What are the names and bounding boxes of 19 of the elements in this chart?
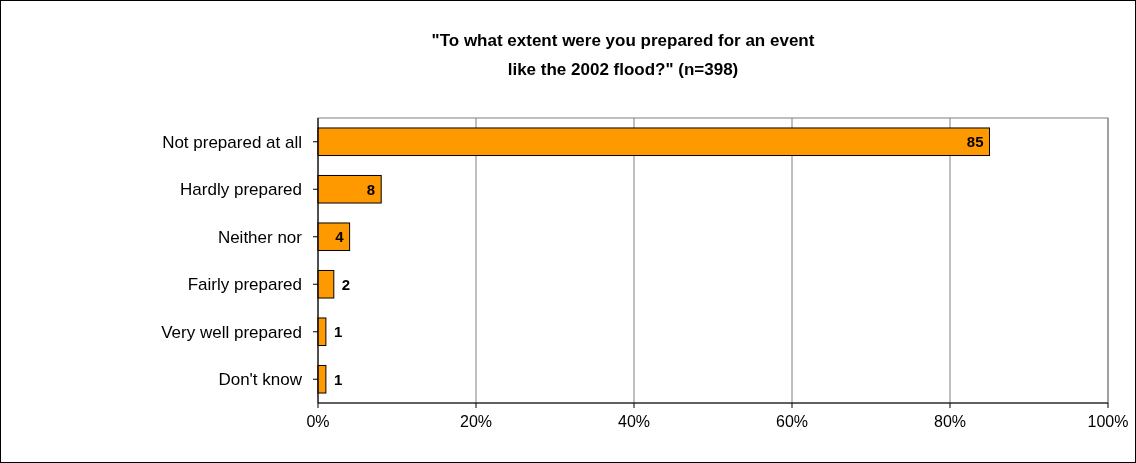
x-tick-label: 0%	[306, 413, 330, 430]
data-label: 85	[966, 133, 984, 150]
x-tick-label: 60%	[775, 413, 809, 430]
data-label: 1	[333, 370, 343, 388]
y-tick-label: Hardly prepared	[180, 180, 302, 200]
data-label: 4	[335, 228, 345, 245]
y-tick-label: Don't know	[218, 370, 303, 390]
data-label: 1	[333, 323, 343, 340]
x-tick-label: 100%	[1087, 413, 1129, 430]
y-tick-label: Fairly prepared	[187, 275, 302, 295]
y-tick-label: Neither nor	[217, 227, 303, 247]
data-label: 8	[366, 180, 376, 198]
x-tick-label: 20%	[459, 413, 493, 430]
y-tick-label: Not prepared at all	[162, 132, 302, 152]
chart-title: "To what extent were you prepared for an event like the 2002 flood?" (n=398)	[431, 31, 815, 79]
x-tick-label: 40%	[617, 413, 651, 430]
data-label: 2	[341, 275, 351, 293]
y-tick-label: Very well prepared	[161, 322, 302, 342]
x-tick-label: 80%	[933, 413, 967, 430]
